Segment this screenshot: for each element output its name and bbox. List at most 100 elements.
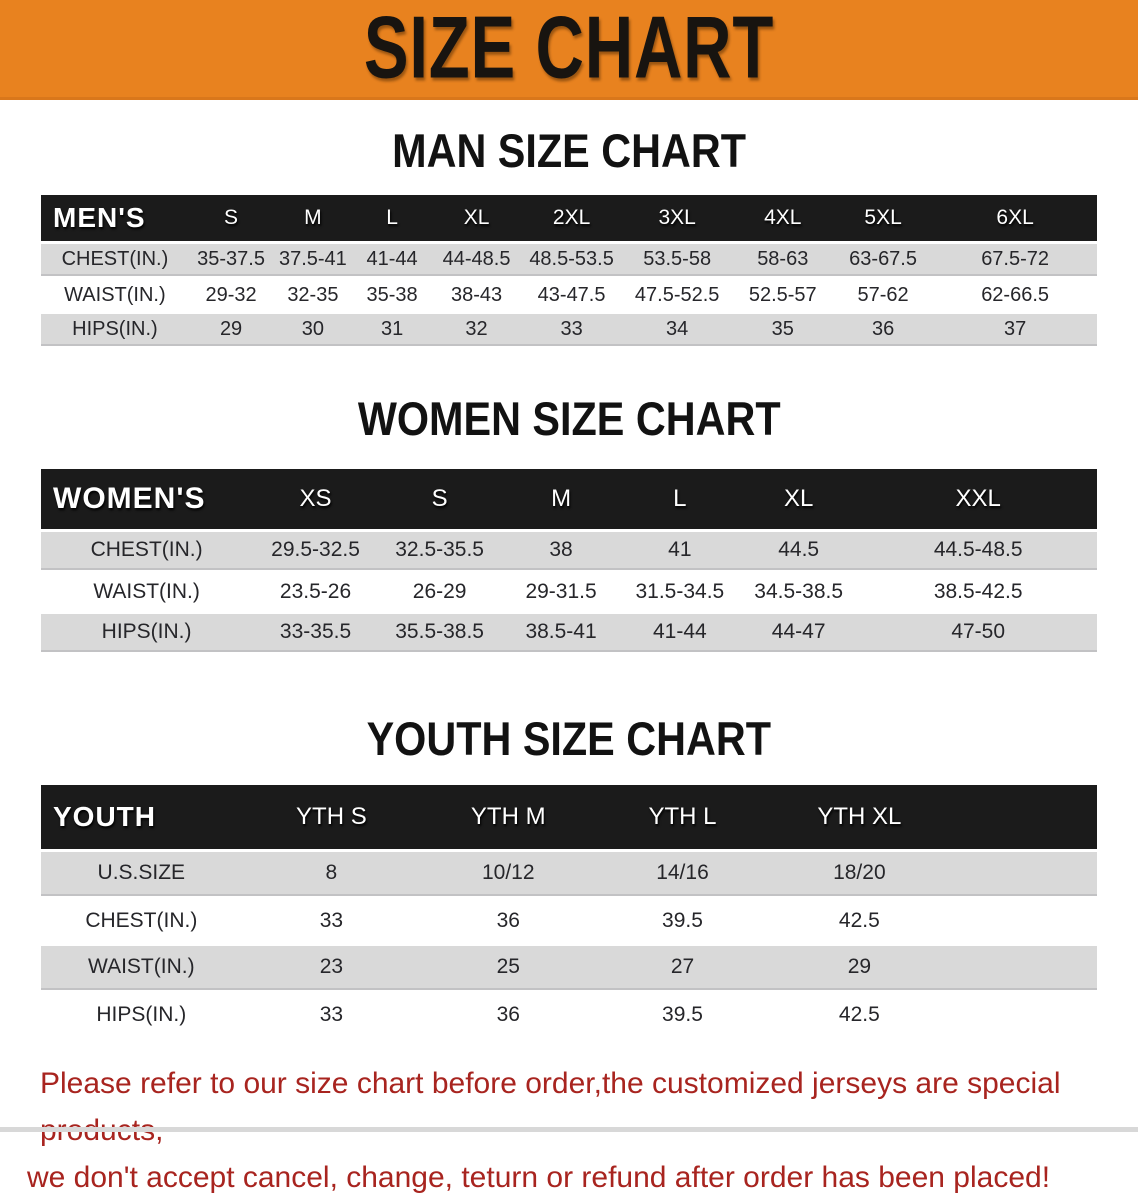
size-value-cell: 36	[421, 993, 596, 1037]
size-value-cell: 29	[769, 946, 950, 990]
size-value-cell: 10/12	[421, 852, 596, 896]
size-value-cell: 35-38	[352, 279, 432, 311]
women-header-row: WOMEN'S XS S M L XL XXL	[41, 469, 1097, 529]
size-column-header: YTH S	[241, 785, 422, 849]
row-label: HIPS(IN.)	[41, 614, 253, 652]
size-value-cell: 41-44	[621, 614, 738, 652]
size-value-cell: 35.5-38.5	[378, 614, 501, 652]
size-value-cell: 25	[421, 946, 596, 990]
men-section-heading: MAN SIZE CHART	[0, 127, 1138, 174]
youth-header-row: YOUTH YTH S YTH M YTH L YTH XL	[41, 785, 1097, 849]
women-size-table: WOMEN'S XS S M L XL XXL CHEST(IN.) 29.5-…	[41, 466, 1097, 655]
size-column-header: S	[188, 195, 274, 241]
youth-waist-row: WAIST(IN.) 23 25 27 29	[41, 946, 1097, 990]
size-value-cell: 26-29	[378, 573, 501, 611]
size-value-cell: 41	[621, 532, 738, 570]
size-value-cell: 18/20	[769, 852, 950, 896]
size-column-header: 5XL	[832, 195, 934, 241]
spacer-cell	[949, 852, 1097, 896]
size-value-cell: 47-50	[859, 614, 1097, 652]
men-chest-row: CHEST(IN.) 35-37.5 37.5-41 41-44 44-48.5…	[41, 244, 1097, 276]
size-column-header: YTH M	[421, 785, 596, 849]
youth-section-heading: YOUTH SIZE CHART	[0, 715, 1138, 762]
size-value-cell: 30	[273, 314, 353, 346]
size-value-cell: 36	[832, 314, 934, 346]
size-column-header: L	[352, 195, 432, 241]
size-column-header: M	[273, 195, 353, 241]
spacer-cell	[949, 993, 1097, 1037]
size-value-cell: 38	[500, 532, 622, 570]
size-value-cell: 29-32	[188, 279, 274, 311]
size-column-header: 3XL	[621, 195, 733, 241]
size-value-cell: 62-66.5	[933, 279, 1097, 311]
size-value-cell: 44-48.5	[431, 244, 522, 276]
size-value-cell: 44.5-48.5	[859, 532, 1097, 570]
women-chest-row: CHEST(IN.) 29.5-32.5 32.5-35.5 38 41 44.…	[41, 532, 1097, 570]
row-label: WAIST(IN.)	[41, 946, 242, 990]
size-value-cell: 44-47	[737, 614, 860, 652]
size-value-cell: 33-35.5	[252, 614, 379, 652]
size-column-header: M	[500, 469, 622, 529]
size-value-cell: 33	[241, 899, 422, 943]
size-value-cell: 33	[521, 314, 622, 346]
size-value-cell: 38-43	[431, 279, 522, 311]
women-hips-row: HIPS(IN.) 33-35.5 35.5-38.5 38.5-41 41-4…	[41, 614, 1097, 652]
size-column-header: XL	[431, 195, 522, 241]
size-value-cell: 23	[241, 946, 422, 990]
size-value-cell: 67.5-72	[933, 244, 1097, 276]
row-label: WAIST(IN.)	[41, 573, 253, 611]
youth-heading-text: YOUTH SIZE CHART	[366, 712, 772, 765]
youth-hips-row: HIPS(IN.) 33 36 39.5 42.5	[41, 993, 1097, 1037]
size-column-header: S	[378, 469, 501, 529]
row-label: CHEST(IN.)	[41, 532, 253, 570]
size-value-cell: 8	[241, 852, 422, 896]
men-size-table: MEN'S S M L XL 2XL 3XL 4XL 5XL 6XL CHEST…	[41, 192, 1097, 349]
size-value-cell: 57-62	[832, 279, 934, 311]
disclaimer-line-2: we don't accept cancel, change, teturn o…	[27, 1161, 1051, 1194]
row-label: CHEST(IN.)	[41, 244, 189, 276]
size-value-cell: 43-47.5	[521, 279, 622, 311]
size-column-header: XL	[737, 469, 860, 529]
size-column-header: 2XL	[521, 195, 622, 241]
size-column-header: YTH L	[595, 785, 770, 849]
size-chart-banner: SIZE CHART	[0, 0, 1138, 100]
youth-chest-row: CHEST(IN.) 33 36 39.5 42.5	[41, 899, 1097, 943]
disclaimer-line-1: Please refer to our size chart before or…	[40, 1067, 1061, 1147]
size-value-cell: 32.5-35.5	[378, 532, 501, 570]
size-column-header: 6XL	[933, 195, 1097, 241]
size-value-cell: 32-35	[273, 279, 353, 311]
size-value-cell: 31.5-34.5	[621, 573, 738, 611]
row-label: HIPS(IN.)	[41, 314, 189, 346]
size-value-cell: 38.5-41	[500, 614, 622, 652]
size-value-cell: 14/16	[595, 852, 770, 896]
row-label: CHEST(IN.)	[41, 899, 242, 943]
size-value-cell: 36	[421, 899, 596, 943]
size-value-cell: 34	[621, 314, 733, 346]
size-value-cell: 39.5	[595, 899, 770, 943]
row-label: WAIST(IN.)	[41, 279, 189, 311]
size-value-cell: 52.5-57	[732, 279, 833, 311]
size-value-cell: 41-44	[352, 244, 432, 276]
size-value-cell: 29	[188, 314, 274, 346]
women-section-heading: WOMEN SIZE CHART	[0, 395, 1138, 442]
size-value-cell: 63-67.5	[832, 244, 934, 276]
size-value-cell: 34.5-38.5	[737, 573, 860, 611]
women-heading-text: WOMEN SIZE CHART	[357, 392, 781, 445]
men-heading-text: MAN SIZE CHART	[392, 124, 746, 177]
size-value-cell: 29.5-32.5	[252, 532, 379, 570]
size-column-header: L	[621, 469, 738, 529]
men-hips-row: HIPS(IN.) 29 30 31 32 33 34 35 36 37	[41, 314, 1097, 346]
men-waist-row: WAIST(IN.) 29-32 32-35 35-38 38-43 43-47…	[41, 279, 1097, 311]
size-column-header: YTH XL	[769, 785, 950, 849]
banner-title: SIZE CHART	[363, 0, 775, 97]
women-table-label: WOMEN'S	[41, 469, 253, 529]
men-header-row: MEN'S S M L XL 2XL 3XL 4XL 5XL 6XL	[41, 195, 1097, 241]
size-value-cell: 58-63	[732, 244, 833, 276]
youth-size-table: YOUTH YTH S YTH M YTH L YTH XL U.S.SIZE …	[41, 782, 1097, 1040]
size-column-header: XXL	[859, 469, 1097, 529]
size-value-cell: 39.5	[595, 993, 770, 1037]
spacer-cell	[949, 785, 1097, 849]
size-value-cell: 35	[732, 314, 833, 346]
size-value-cell: 33	[241, 993, 422, 1037]
size-value-cell: 31	[352, 314, 432, 346]
